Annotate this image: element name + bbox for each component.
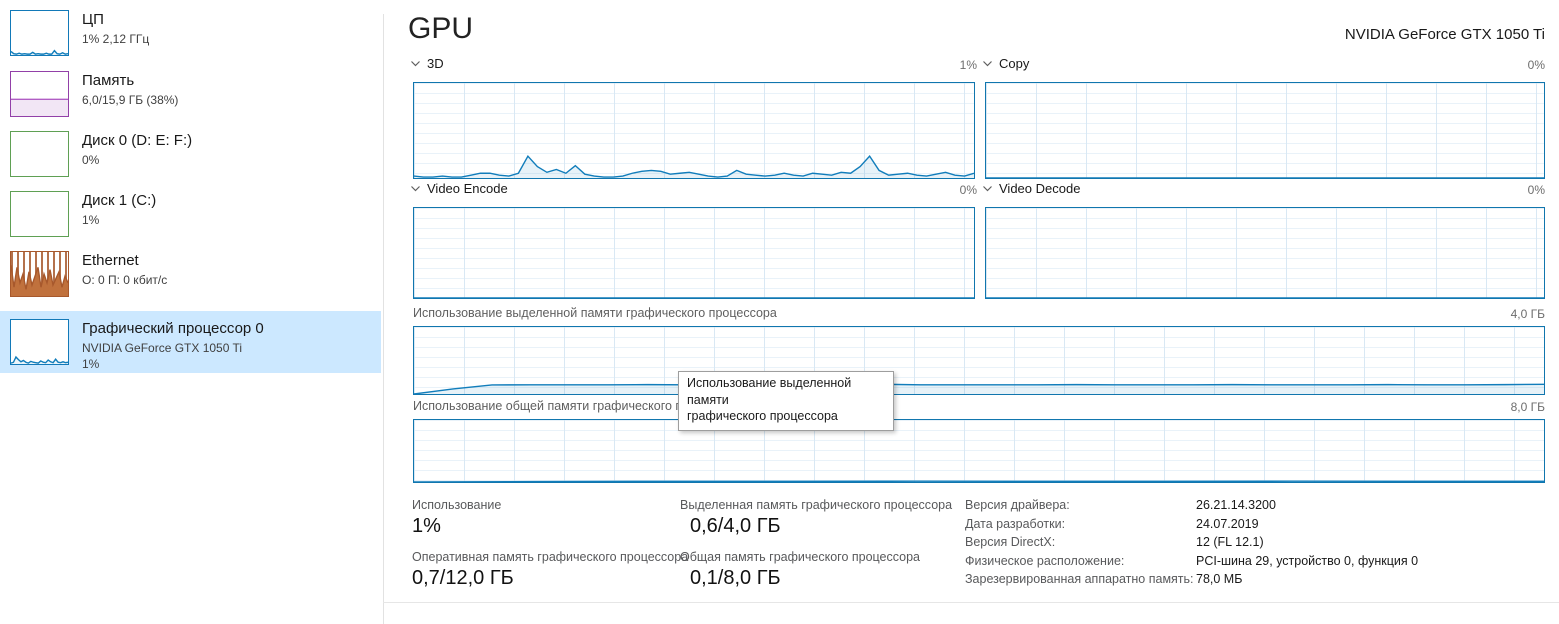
sidebar-item-subtitle: NVIDIA GeForce GTX 1050 Ti xyxy=(82,341,243,355)
performance-sidebar: ЦП 1% 2,12 ГГц Память 6,0/15,9 ГБ (38%) … xyxy=(0,0,383,624)
chevron-down-icon[interactable] xyxy=(982,59,993,68)
detail-label: Версия DirectX: xyxy=(965,535,1056,549)
ethernet-spark-graph xyxy=(10,251,69,297)
sidebar-item-subtitle: 6,0/15,9 ГБ (38%) xyxy=(82,93,179,107)
stat-shared-value: 0,1/8,0 ГБ xyxy=(690,567,781,589)
chart-header-copy: Copy xyxy=(982,56,1029,71)
tooltip: Использование выделенной памяти графичес… xyxy=(678,371,894,431)
gpu-device-name: NVIDIA GeForce GTX 1050 Ti xyxy=(1344,26,1545,43)
chart-label-copy: Copy xyxy=(999,56,1030,71)
sidebar-item-ethernet[interactable]: Ethernet О: 0 П: 0 кбит/с xyxy=(0,251,381,303)
shared-memory-chart-label: Использование общей памяти графического … xyxy=(413,399,744,413)
chart-label-video-decode: Video Decode xyxy=(999,181,1081,196)
stat-shared-label: Общая память графического процессора xyxy=(680,550,921,564)
chart-label-video-encode: Video Encode xyxy=(427,181,508,196)
sidebar-item-text: Память 6,0/15,9 ГБ (38%) xyxy=(82,71,178,123)
disk1-spark-graph xyxy=(10,191,69,237)
sidebar-item-title: Диск 1 (C:) xyxy=(82,192,157,209)
shared-memory-chart[interactable] xyxy=(413,419,1545,483)
cpu-spark-graph xyxy=(10,10,69,56)
sidebar-item-text: Диск 0 (D: E: F:) 0% xyxy=(82,131,192,183)
detail-label: Дата разработки: xyxy=(965,517,1066,531)
chart-header-3d: 3D xyxy=(410,56,444,71)
sidebar-item-title: Диск 0 (D: E: F:) xyxy=(82,132,193,149)
gpu-copy-chart[interactable] xyxy=(985,82,1545,179)
chart-value-video-encode: 0% xyxy=(959,183,977,197)
sidebar-item-text: Диск 1 (C:) 1% xyxy=(82,191,156,243)
sidebar-item-title: Ethernet xyxy=(82,252,139,269)
chevron-down-icon[interactable] xyxy=(410,59,421,68)
disk0-spark-graph xyxy=(10,131,69,177)
dedicated-memory-chart[interactable] xyxy=(413,326,1545,395)
gpu-spark-graph xyxy=(10,319,69,365)
tooltip-line2: графического процессора xyxy=(687,409,838,423)
sidebar-item-disk1[interactable]: Диск 1 (C:) 1% xyxy=(0,191,381,243)
sidebar-item-cpu[interactable]: ЦП 1% 2,12 ГГц xyxy=(0,10,381,62)
dedicated-memory-max: 4,0 ГБ xyxy=(1510,307,1545,321)
chevron-down-icon[interactable] xyxy=(982,184,993,193)
chevron-down-icon[interactable] xyxy=(410,184,421,193)
sidebar-item-subtitle: 1% xyxy=(82,213,100,227)
video-encode-chart[interactable] xyxy=(413,207,975,299)
dedicated-memory-chart-label: Использование выделенной памяти графичес… xyxy=(413,306,777,320)
sidebar-item-subtitle: 1% 2,12 ГГц xyxy=(82,32,150,46)
page-title: GPU xyxy=(408,12,474,45)
detail-label: Зарезервированная аппаратно память: xyxy=(965,572,1194,586)
sidebar-item-usage: 1% xyxy=(82,357,100,371)
detail-label: Версия драйвера: xyxy=(965,498,1070,512)
sidebar-item-title: Память xyxy=(82,72,135,89)
detail-value: PCI-шина 29, устройство 0, функция 0 xyxy=(1196,554,1419,568)
sidebar-item-title: Графический процессор 0 xyxy=(82,320,264,337)
sidebar-item-gpu0[interactable]: Графический процессор 0 NVIDIA GeForce G… xyxy=(0,311,381,373)
sidebar-item-subtitle: О: 0 П: 0 кбит/с xyxy=(82,273,168,287)
video-decode-chart[interactable] xyxy=(985,207,1545,299)
gpu-3d-chart[interactable] xyxy=(413,82,975,179)
sidebar-item-disk0[interactable]: Диск 0 (D: E: F:) 0% xyxy=(0,131,381,183)
stat-gpu-ram-label: Оперативная память графического процессо… xyxy=(412,550,689,564)
shared-memory-max: 8,0 ГБ xyxy=(1510,400,1545,414)
sidebar-item-text: ЦП 1% 2,12 ГГц xyxy=(82,10,149,62)
stat-dedicated-label: Выделенная память графического процессор… xyxy=(680,498,953,512)
detail-value: 12 (FL 12.1) xyxy=(1196,535,1264,549)
sidebar-item-title: ЦП xyxy=(82,11,104,28)
chart-value-video-decode: 0% xyxy=(1527,183,1545,197)
detail-value: 26.21.14.3200 xyxy=(1196,498,1276,512)
chart-label-3d: 3D xyxy=(427,56,444,71)
tooltip-line1: Использование выделенной памяти xyxy=(687,376,852,407)
chart-value-copy: 0% xyxy=(1527,58,1545,72)
bottom-divider xyxy=(383,602,1559,603)
sidebar-item-text: Графический процессор 0 NVIDIA GeForce G… xyxy=(82,319,264,373)
sidebar-item-memory[interactable]: Память 6,0/15,9 ГБ (38%) xyxy=(0,71,381,123)
memory-spark-graph xyxy=(10,71,69,117)
chart-header-video-decode: Video Decode xyxy=(982,181,1080,196)
chart-value-3d: 1% xyxy=(959,58,977,72)
sidebar-item-subtitle: 0% xyxy=(82,153,100,167)
stat-usage-label: Использование xyxy=(412,498,502,512)
stat-dedicated-value: 0,6/4,0 ГБ xyxy=(690,515,781,537)
sidebar-divider xyxy=(383,14,384,624)
detail-value: 78,0 МБ xyxy=(1196,572,1243,586)
stat-usage-value: 1% xyxy=(412,515,441,537)
detail-label: Физическое расположение: xyxy=(965,554,1125,568)
sidebar-item-text: Ethernet О: 0 П: 0 кбит/с xyxy=(82,251,167,303)
detail-value: 24.07.2019 xyxy=(1196,517,1259,531)
stat-gpu-ram-value: 0,7/12,0 ГБ xyxy=(412,567,514,589)
chart-header-video-encode: Video Encode xyxy=(410,181,508,196)
